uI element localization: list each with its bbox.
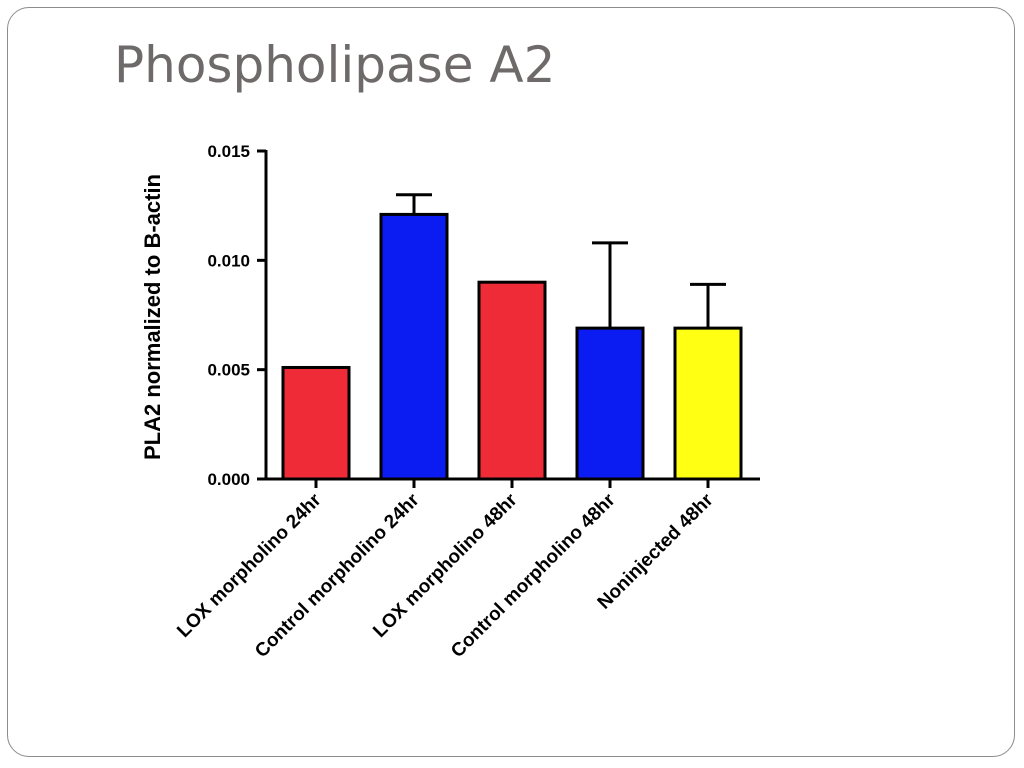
x-category-label: Control morpholino 48hr (447, 489, 620, 662)
bar (575, 326, 645, 481)
y-tick-label: 0.010 (207, 251, 250, 270)
y-tick-label: 0.000 (207, 470, 250, 489)
bar (281, 365, 351, 481)
bar (379, 212, 449, 481)
slide-title: Phospholipase A2 (114, 36, 556, 94)
bar (673, 326, 743, 481)
y-axis-label: PLA2 normalized to B-actin (140, 174, 165, 460)
y-tick-label: 0.005 (207, 361, 250, 380)
y-ticks: 0.000 0.005 0.010 0.015 (207, 142, 266, 489)
error-bars (396, 193, 726, 329)
bars (281, 212, 743, 481)
x-category-label: Control morpholino 24hr (251, 489, 424, 662)
bar (477, 280, 547, 481)
y-tick-label: 0.015 (207, 142, 250, 161)
